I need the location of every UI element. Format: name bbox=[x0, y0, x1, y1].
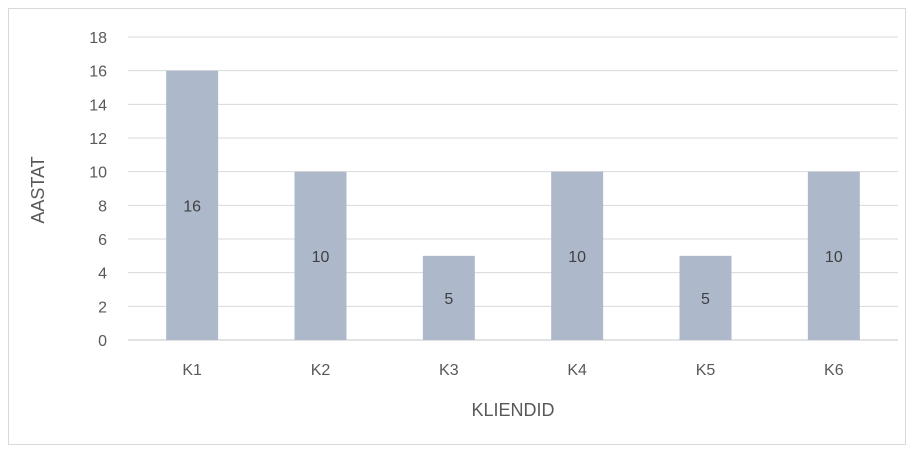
y-axis-title: AASTAT bbox=[28, 156, 48, 223]
y-tick-label: 16 bbox=[89, 64, 107, 81]
bar-k3 bbox=[422, 255, 475, 340]
data-labels: 16 10 5 10 5 10 bbox=[183, 198, 843, 308]
x-tick-labels: K1 K2 K3 K4 K5 K6 bbox=[182, 362, 843, 379]
y-tick-label: 4 bbox=[98, 266, 107, 283]
x-tick-label: K3 bbox=[439, 362, 459, 379]
y-tick-label: 12 bbox=[89, 131, 107, 148]
bar-k5 bbox=[679, 255, 732, 340]
bar-k2 bbox=[294, 171, 347, 340]
data-label: 10 bbox=[312, 249, 330, 266]
y-tick-label: 2 bbox=[98, 299, 107, 316]
y-tick-label: 18 bbox=[89, 30, 107, 47]
data-label: 5 bbox=[444, 291, 453, 308]
x-tick-label: K4 bbox=[567, 362, 587, 379]
data-label: 5 bbox=[701, 291, 710, 308]
chart-frame bbox=[8, 8, 906, 445]
x-tick-label: K6 bbox=[824, 362, 844, 379]
x-tick-label: K5 bbox=[696, 362, 716, 379]
x-tick-label: K1 bbox=[182, 362, 202, 379]
y-tick-labels: 0 2 4 6 8 10 12 14 16 18 bbox=[89, 30, 107, 350]
data-label: 10 bbox=[568, 249, 586, 266]
bar-k1 bbox=[166, 70, 219, 341]
x-axis-title: KLIENDID bbox=[471, 400, 554, 420]
y-tick-label: 14 bbox=[89, 97, 107, 114]
data-label: 16 bbox=[183, 198, 201, 215]
y-tick-label: 6 bbox=[98, 232, 107, 249]
y-tick-label: 10 bbox=[89, 165, 107, 182]
gridlines bbox=[128, 36, 898, 341]
data-label: 10 bbox=[825, 249, 843, 266]
y-tick-label: 0 bbox=[98, 333, 107, 350]
bars bbox=[166, 70, 860, 341]
y-tick-label: 8 bbox=[98, 198, 107, 215]
bar-k4 bbox=[551, 171, 604, 340]
x-tick-label: K2 bbox=[311, 362, 331, 379]
bar-k6 bbox=[807, 171, 860, 340]
